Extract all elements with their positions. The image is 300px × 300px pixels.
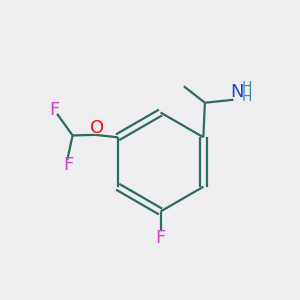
Text: F: F	[155, 229, 166, 247]
Text: F: F	[63, 157, 73, 175]
Text: H: H	[242, 90, 252, 104]
Text: N: N	[230, 83, 244, 101]
Text: H: H	[242, 80, 252, 94]
Text: F: F	[49, 101, 59, 119]
Text: O: O	[90, 119, 104, 137]
